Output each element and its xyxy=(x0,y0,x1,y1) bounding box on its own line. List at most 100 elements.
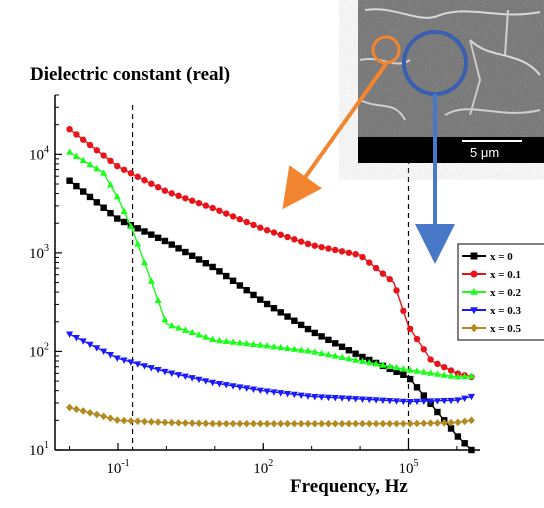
data-marker xyxy=(216,268,223,275)
data-marker xyxy=(250,291,257,299)
data-marker xyxy=(147,418,155,426)
data-marker xyxy=(470,307,478,315)
series-line xyxy=(69,180,472,451)
data-marker xyxy=(114,162,121,170)
data-marker xyxy=(393,398,401,405)
x-tick-label: 102 xyxy=(253,458,273,477)
data-marker xyxy=(243,419,251,428)
data-marker xyxy=(311,329,319,337)
data-marker xyxy=(352,396,360,403)
data-marker xyxy=(277,343,285,351)
data-marker xyxy=(188,197,196,204)
data-marker xyxy=(284,419,292,428)
data-marker xyxy=(345,354,353,362)
data-marker xyxy=(352,356,360,363)
data-marker xyxy=(168,190,175,197)
data-marker xyxy=(467,372,475,379)
data-marker xyxy=(461,417,469,426)
data-marker xyxy=(161,368,169,376)
data-marker xyxy=(79,407,87,415)
data-marker xyxy=(440,398,448,405)
data-marker xyxy=(366,259,373,266)
data-marker xyxy=(66,331,74,338)
data-marker xyxy=(318,333,325,340)
data-marker xyxy=(106,181,114,188)
data-marker xyxy=(134,417,142,426)
data-marker xyxy=(202,378,210,385)
data-marker xyxy=(257,296,264,303)
data-marker xyxy=(284,344,292,352)
data-marker xyxy=(399,365,407,372)
data-marker xyxy=(277,390,285,397)
data-marker xyxy=(454,418,462,427)
data-marker xyxy=(79,188,87,195)
data-marker xyxy=(127,170,135,177)
data-marker xyxy=(434,360,441,368)
data-marker xyxy=(134,173,141,180)
x-axis-label: Frequency, Hz xyxy=(290,476,408,497)
data-marker xyxy=(297,346,305,353)
data-marker xyxy=(358,419,367,428)
data-marker xyxy=(181,373,189,381)
data-marker xyxy=(318,419,326,428)
data-marker xyxy=(304,240,312,248)
data-marker xyxy=(229,213,237,220)
data-marker xyxy=(352,350,359,357)
data-marker xyxy=(413,384,421,391)
series-line xyxy=(69,333,472,403)
data-marker xyxy=(175,418,183,427)
data-marker xyxy=(134,361,142,368)
data-marker xyxy=(147,277,155,284)
data-marker xyxy=(181,419,189,427)
x-tick-label: 10-1 xyxy=(106,458,129,477)
data-marker xyxy=(447,425,455,432)
data-marker xyxy=(365,396,373,404)
data-marker xyxy=(427,369,435,376)
data-marker xyxy=(447,418,455,427)
data-marker xyxy=(400,371,407,379)
data-marker xyxy=(100,152,107,159)
data-marker xyxy=(440,371,448,378)
data-marker xyxy=(148,180,155,187)
data-marker xyxy=(215,336,223,344)
data-marker xyxy=(372,264,380,272)
data-marker xyxy=(250,221,257,229)
data-marker xyxy=(209,335,217,343)
data-marker xyxy=(454,397,462,404)
data-marker xyxy=(399,398,407,406)
data-marker xyxy=(311,393,319,401)
legend-label: x = 0.2 xyxy=(490,287,522,299)
small-grain-highlight xyxy=(371,35,401,65)
data-marker xyxy=(188,252,196,259)
data-marker xyxy=(284,233,291,241)
data-marker xyxy=(141,228,148,235)
data-marker xyxy=(86,160,94,168)
data-marker xyxy=(202,260,210,267)
data-marker xyxy=(393,363,401,371)
data-marker xyxy=(243,287,250,294)
data-marker xyxy=(420,419,428,428)
data-marker xyxy=(256,341,264,348)
data-marker xyxy=(229,419,237,428)
data-marker xyxy=(188,328,196,336)
data-marker xyxy=(93,410,101,419)
data-marker xyxy=(134,225,141,232)
data-marker xyxy=(358,396,367,403)
data-marker xyxy=(332,340,339,347)
data-marker xyxy=(297,419,305,428)
data-marker xyxy=(338,343,346,350)
data-marker xyxy=(79,136,87,143)
data-marker xyxy=(447,367,455,374)
orange-pointer-arrow xyxy=(282,62,388,210)
data-marker xyxy=(113,355,121,362)
series xyxy=(66,125,475,381)
data-marker xyxy=(215,419,223,428)
data-marker xyxy=(263,388,271,395)
data-marker xyxy=(413,335,421,343)
data-marker xyxy=(433,419,441,427)
data-marker xyxy=(215,381,223,388)
data-marker xyxy=(393,419,401,428)
data-marker xyxy=(161,187,169,194)
data-marker xyxy=(372,419,380,428)
